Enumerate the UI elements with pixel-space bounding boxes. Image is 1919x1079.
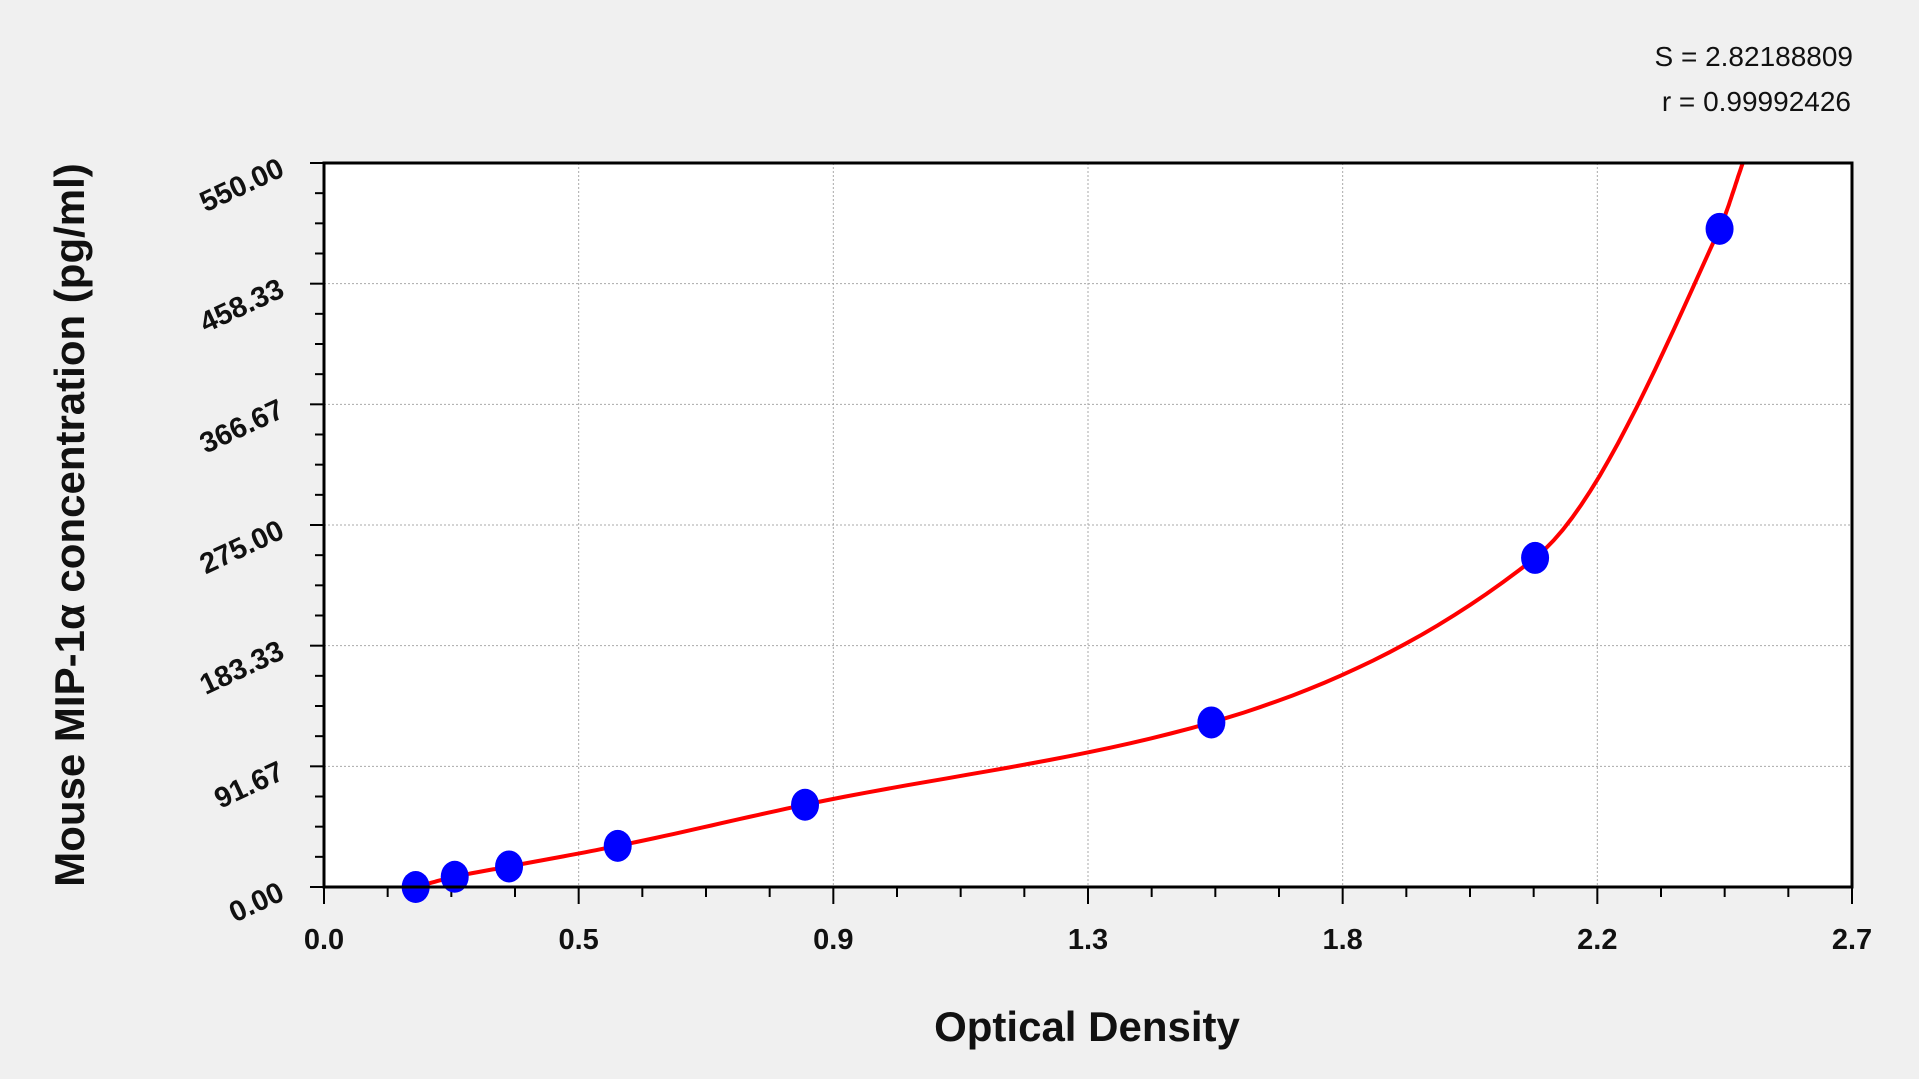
data-point — [495, 850, 524, 883]
x-tick-label: 0.5 — [559, 924, 599, 956]
s-statistic: S = 2.82188809 — [1654, 41, 1853, 72]
y-tick-label: 0.00 — [224, 876, 289, 929]
x-tick-label: 1.3 — [1068, 924, 1108, 956]
x-tick-label: 1.8 — [1323, 924, 1363, 956]
ticks — [310, 162, 1853, 904]
data-point — [791, 788, 820, 821]
y-tick-label: 366.67 — [195, 394, 289, 460]
data-point — [1705, 212, 1734, 245]
x-tick-label: 2.7 — [1832, 924, 1872, 956]
data-point — [1521, 541, 1550, 574]
y-axis-title: Mouse MIP-1α concentration (pg/ml) — [46, 163, 93, 887]
y-tick-label: 458.33 — [195, 273, 289, 339]
data-point — [603, 829, 632, 862]
x-tick-label: 0.0 — [304, 924, 344, 956]
data-points — [401, 212, 1734, 903]
r-statistic: r = 0.99992426 — [1662, 86, 1851, 117]
data-point — [440, 860, 469, 893]
grid — [324, 163, 1852, 887]
y-tick-label: 275.00 — [195, 514, 289, 580]
x-tick-label: 2.2 — [1577, 924, 1617, 956]
plot-frame — [322, 161, 1854, 889]
y-tick-label: 91.67 — [210, 756, 289, 816]
data-point — [1197, 706, 1226, 739]
x-axis-title: Optical Density — [934, 1003, 1240, 1050]
x-tick-label: 0.9 — [813, 924, 853, 956]
y-tick-label: 183.33 — [195, 635, 289, 701]
y-tick-label: 550.00 — [195, 152, 289, 218]
